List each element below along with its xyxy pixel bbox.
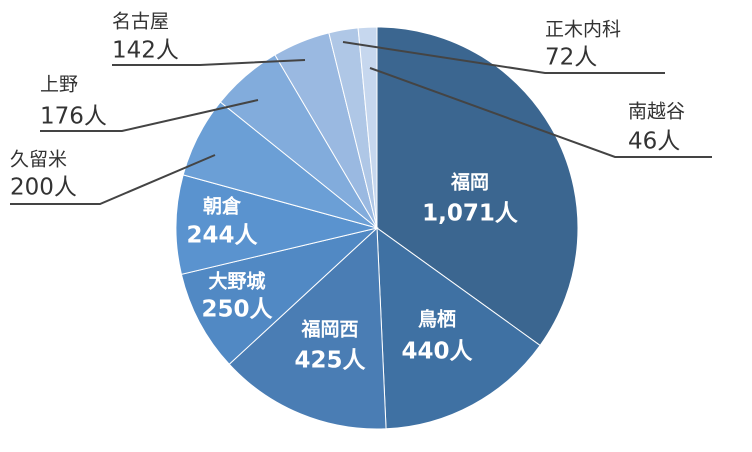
value-label: 72人: [545, 45, 597, 71]
slice-label: 正木内科: [545, 19, 621, 41]
slice-label: 福岡: [450, 171, 489, 194]
pie-slice: [180, 227, 379, 365]
slice-label: 朝倉: [203, 195, 242, 218]
pie-slice: [175, 174, 378, 275]
pie-slice: [376, 226, 541, 430]
slice-label: 上野: [40, 74, 78, 96]
value-label: 1,071人: [422, 201, 519, 227]
slice-label: 大野城: [208, 270, 265, 293]
pie-slice: [357, 26, 378, 229]
slice-label: 南越谷: [628, 101, 685, 123]
slice-label: 鳥栖: [418, 308, 456, 331]
value-label: 142人: [112, 38, 179, 64]
slice-label: 名古屋: [112, 11, 169, 33]
leader-line: [10, 154, 216, 205]
value-label: 200人: [10, 175, 77, 201]
leader-line: [369, 67, 712, 158]
value-label: 176人: [40, 104, 107, 130]
pie-slice: [228, 226, 387, 430]
value-label: 440人: [401, 339, 473, 365]
slice-label: 福岡西: [300, 318, 358, 341]
value-label: 244人: [186, 223, 258, 249]
leader-line: [342, 41, 665, 74]
leader-line: [40, 99, 259, 132]
leader-line: [112, 59, 306, 66]
value-label: 425人: [294, 348, 366, 374]
slice-label: 久留米: [10, 149, 67, 171]
value-label: 46人: [628, 129, 680, 155]
value-label: 250人: [201, 297, 273, 323]
